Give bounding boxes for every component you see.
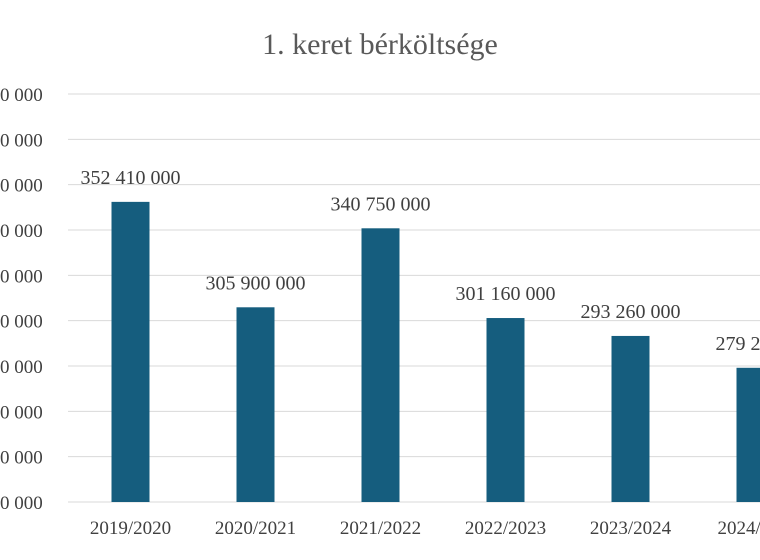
y-axis-ticks: 0 000 0 000 0 000 0 000 0 000 0 000 0 000 0 000… bbox=[0, 85, 43, 514]
y-tick-label: 0 000 bbox=[0, 221, 43, 242]
y-tick-label: 0 000 bbox=[0, 266, 43, 287]
gridlines bbox=[68, 93, 760, 503]
chart-title: 1. keret bérköltsége bbox=[262, 28, 498, 61]
data-label: 301 160 000 bbox=[456, 283, 556, 305]
y-tick-label: 0 000 bbox=[0, 312, 43, 333]
data-label: 352 410 000 bbox=[81, 167, 181, 189]
bars bbox=[111, 201, 760, 503]
x-tick-label: 2024/2 bbox=[718, 518, 760, 539]
bar bbox=[361, 228, 400, 503]
bar bbox=[611, 335, 650, 502]
x-axis-ticks: 2019/2020 2020/2021 2021/2022 2022/2023 2023… bbox=[90, 518, 760, 539]
y-tick-label: 0 000 bbox=[0, 176, 43, 197]
x-tick-label: 2021/2022 bbox=[340, 518, 421, 539]
bar bbox=[236, 307, 275, 502]
data-label: 305 900 000 bbox=[206, 272, 306, 294]
y-tick-label: 0 000 bbox=[0, 357, 43, 378]
x-tick-label: 2020/2021 bbox=[215, 518, 296, 539]
x-tick-label: 2023/2024 bbox=[590, 518, 672, 539]
data-label: 340 750 000 bbox=[331, 193, 431, 215]
y-tick-label: 0 000 bbox=[0, 402, 43, 423]
data-label: 293 260 000 bbox=[581, 301, 681, 323]
bar bbox=[111, 201, 150, 502]
x-tick-label: 2022/2023 bbox=[465, 518, 546, 539]
bar bbox=[736, 367, 760, 502]
x-tick-label: 2019/2020 bbox=[90, 518, 171, 539]
y-tick-label: 0 000 bbox=[0, 448, 43, 469]
y-tick-label: 0 000 bbox=[0, 85, 43, 106]
y-tick-label: 0 000 bbox=[0, 493, 43, 514]
data-label: 279 21 bbox=[716, 333, 760, 355]
data-labels: 352 410 000 305 900 000 340 750 000 301 160… bbox=[81, 167, 760, 355]
bar bbox=[486, 318, 525, 502]
y-tick-label: 0 000 bbox=[0, 130, 43, 151]
